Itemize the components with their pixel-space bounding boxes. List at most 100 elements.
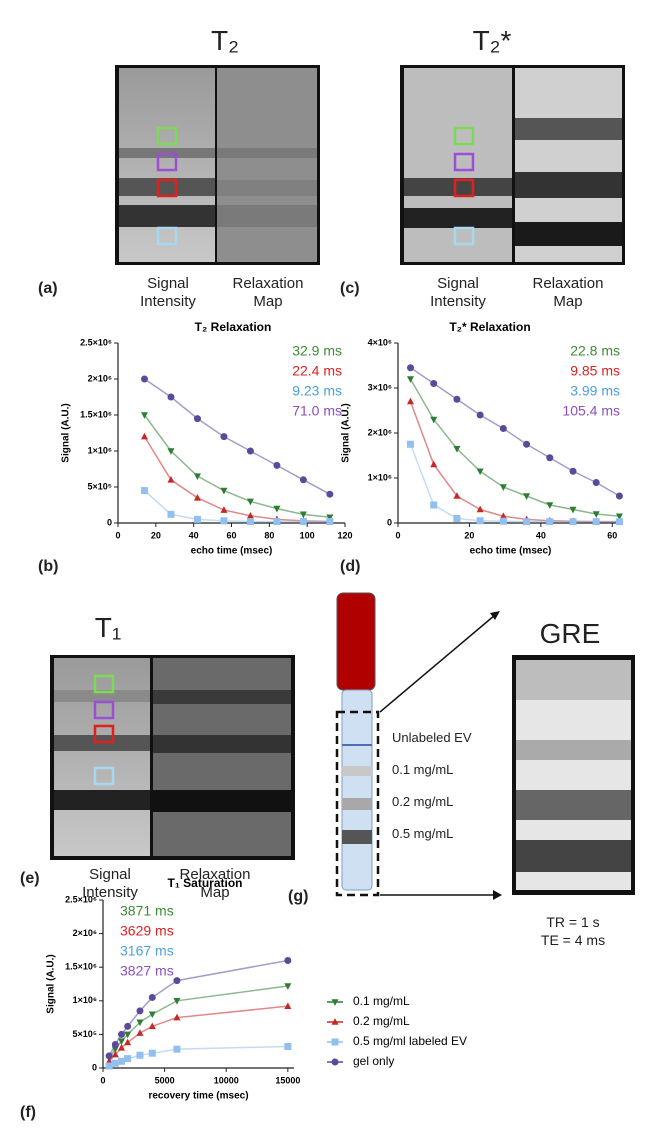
y-tick-label: 2×10⁶ bbox=[73, 928, 97, 938]
data-point bbox=[300, 476, 307, 483]
image-caption: Signal Intensity bbox=[65, 866, 155, 902]
annotation: 22.4 ms bbox=[292, 363, 342, 379]
data-point bbox=[273, 518, 280, 525]
data-point bbox=[173, 1046, 180, 1053]
y-tick-label: 3×10⁶ bbox=[368, 382, 392, 392]
annotation: 105.4 ms bbox=[562, 403, 620, 419]
data-point bbox=[136, 1052, 143, 1059]
data-point bbox=[546, 518, 553, 525]
annotation: 3.99 ms bbox=[570, 383, 620, 399]
annotation: 32.9 ms bbox=[292, 343, 342, 359]
t2-images bbox=[115, 65, 320, 265]
y-axis-label: Signal (A.U.) bbox=[61, 403, 72, 462]
data-point bbox=[546, 454, 553, 461]
data-point bbox=[523, 518, 530, 525]
data-point bbox=[430, 502, 437, 509]
fit-curve bbox=[144, 415, 329, 517]
t1-images bbox=[50, 655, 295, 860]
data-point bbox=[118, 1031, 125, 1038]
x-tick-label: 10000 bbox=[214, 1075, 239, 1085]
annotation: 22.8 ms bbox=[570, 343, 620, 359]
x-axis-label: recovery time (msec) bbox=[148, 1091, 248, 1102]
y-tick-label: 1×10⁶ bbox=[368, 472, 392, 482]
y-tick-label: 2×10⁶ bbox=[368, 427, 392, 437]
legend-label: 0.1 mg/mL bbox=[353, 994, 410, 1008]
data-point bbox=[194, 516, 201, 523]
y-tick-label: 2×10⁶ bbox=[88, 373, 112, 383]
data-point bbox=[247, 518, 254, 525]
data-point bbox=[430, 380, 437, 387]
data-point bbox=[570, 518, 577, 525]
panel-letter: (g) bbox=[288, 888, 308, 906]
data-point bbox=[141, 376, 148, 383]
panel-letter: (b) bbox=[38, 558, 58, 576]
t2star-images bbox=[400, 65, 625, 265]
legend-label: gel only bbox=[353, 1054, 394, 1068]
annotation: 9.85 ms bbox=[570, 363, 620, 379]
data-point bbox=[477, 506, 484, 513]
data-point bbox=[118, 1058, 125, 1065]
data-point bbox=[194, 494, 201, 501]
data-point bbox=[136, 1007, 143, 1014]
x-tick-label: 5000 bbox=[155, 1075, 175, 1085]
y-axis-label: Signal (A.U.) bbox=[341, 403, 352, 462]
data-point bbox=[273, 462, 280, 469]
image-caption: Signal Intensity bbox=[123, 275, 213, 311]
annotation: 3167 ms bbox=[120, 943, 174, 959]
data-point bbox=[194, 415, 201, 422]
x-tick-label: 100 bbox=[300, 530, 315, 540]
data-point bbox=[407, 398, 414, 405]
image-caption: Signal Intensity bbox=[413, 275, 503, 311]
y-axis-label: Signal (A.U.) bbox=[46, 954, 57, 1013]
fit-curve bbox=[109, 1046, 288, 1065]
data-point bbox=[407, 441, 414, 448]
panel-header: GRE bbox=[540, 618, 601, 650]
annotation: 3629 ms bbox=[120, 923, 174, 939]
data-point bbox=[453, 396, 460, 403]
x-tick-label: 40 bbox=[536, 530, 546, 540]
chart-title: T₂ Relaxation bbox=[195, 320, 272, 334]
data-point bbox=[430, 461, 437, 468]
x-tick-label: 0 bbox=[100, 1075, 105, 1085]
image-caption: Relaxation Map bbox=[223, 275, 313, 311]
tube-diagram bbox=[337, 593, 502, 900]
x-tick-label: 60 bbox=[607, 530, 617, 540]
data-point bbox=[112, 1041, 119, 1048]
data-point bbox=[124, 1055, 131, 1062]
data-point bbox=[477, 517, 484, 524]
data-point bbox=[124, 1039, 131, 1046]
fit-curve bbox=[411, 402, 620, 522]
annotation: 71.0 ms bbox=[292, 403, 342, 419]
figure: T₂ Relaxation05×10⁵1×10⁶1.5×10⁶2×10⁶2.5×… bbox=[0, 0, 648, 1130]
y-tick-label: 0 bbox=[92, 1062, 97, 1072]
x-tick-label: 0 bbox=[115, 530, 120, 540]
data-point bbox=[149, 1011, 156, 1018]
y-tick-label: 5×10⁵ bbox=[73, 1029, 98, 1039]
y-tick-label: 0 bbox=[107, 517, 112, 527]
data-point bbox=[284, 1043, 291, 1050]
y-tick-label: 5×10⁵ bbox=[88, 481, 113, 491]
data-point bbox=[220, 517, 227, 524]
data-point bbox=[593, 479, 600, 486]
y-tick-label: 1×10⁶ bbox=[88, 445, 112, 455]
tube-label: Unlabeled EV bbox=[392, 730, 472, 745]
chart-title: T₂* Relaxation bbox=[449, 320, 530, 334]
y-tick-label: 1×10⁶ bbox=[73, 995, 97, 1005]
panel-letter: (c) bbox=[340, 280, 360, 298]
image-caption: Relaxation Map bbox=[170, 866, 260, 902]
x-axis-label: echo time (msec) bbox=[191, 546, 273, 557]
legend-marker bbox=[332, 1039, 339, 1046]
data-point bbox=[477, 468, 484, 475]
y-tick-label: 0 bbox=[387, 517, 392, 527]
annotation: 3871 ms bbox=[120, 903, 174, 919]
scan-parameter: TR = 1 s bbox=[546, 914, 599, 930]
panel-header: T₂* bbox=[473, 25, 512, 57]
data-point bbox=[616, 518, 623, 525]
legend-label: 0.2 mg/mL bbox=[353, 1014, 410, 1028]
data-point bbox=[570, 468, 577, 475]
tube-label: 0.2 mg/mL bbox=[392, 794, 453, 809]
data-point bbox=[167, 394, 174, 401]
x-tick-label: 40 bbox=[189, 530, 199, 540]
legend-label: 0.5 mg/ml labeled EV bbox=[353, 1034, 467, 1048]
figure-graphics: T₂ Relaxation05×10⁵1×10⁶1.5×10⁶2×10⁶2.5×… bbox=[0, 0, 648, 1130]
